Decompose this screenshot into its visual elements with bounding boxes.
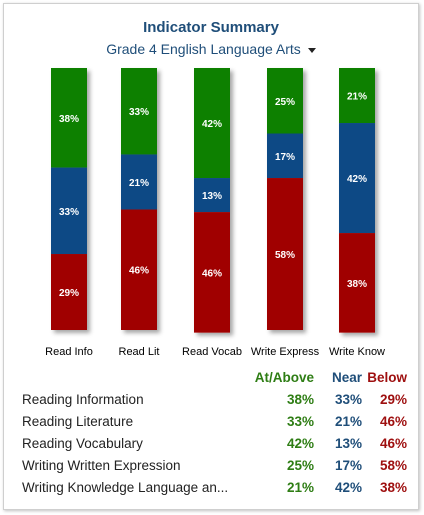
subject-dropdown[interactable]: Grade 4 English Language Arts: [4, 41, 418, 57]
data-label: 21%: [347, 92, 367, 103]
bar-segment-near[interactable]: [194, 178, 230, 213]
bar-segment-below[interactable]: [194, 212, 230, 333]
row-below: 38%: [379, 479, 407, 495]
bar-segment-at-above[interactable]: [194, 68, 230, 179]
table-header-row: At/Above Near Below: [22, 366, 407, 388]
row-below: 58%: [379, 457, 407, 473]
row-near: 13%: [334, 435, 362, 451]
row-name: Reading Information: [22, 391, 144, 407]
data-label: 58%: [275, 250, 295, 261]
bar-group[interactable]: [339, 68, 375, 333]
data-label: 46%: [129, 266, 149, 277]
data-label: 46%: [202, 268, 222, 279]
table-row: Writing Knowledge Language an... 21% 42%…: [22, 476, 407, 498]
category-label: Read Vocab: [182, 346, 242, 358]
bar-segment-at-above[interactable]: [339, 68, 375, 124]
bar-segment-at-above[interactable]: [267, 68, 303, 134]
data-label: 33%: [59, 207, 79, 218]
header-at-above: At/Above: [254, 369, 314, 385]
subject-dropdown-label: Grade 4 English Language Arts: [106, 41, 301, 57]
row-at-above: 21%: [286, 479, 314, 495]
row-below: 46%: [379, 413, 407, 429]
row-at-above: 25%: [286, 457, 314, 473]
bar-segment-at-above[interactable]: [51, 68, 87, 168]
bar-group[interactable]: [194, 68, 230, 333]
summary-table: At/Above Near Below Reading Information …: [22, 366, 407, 498]
bar-group[interactable]: [51, 68, 87, 330]
stacked-bar-chart: 38% 33% 29% Read Info 33% 21% 46% Read Lit 42% 13…: [45, 68, 385, 358]
data-label: 33%: [129, 107, 149, 118]
bar-segment-at-above[interactable]: [121, 68, 157, 155]
bar-segment-near[interactable]: [121, 154, 157, 210]
data-label: 17%: [275, 152, 295, 163]
indicator-summary-card: Indicator Summary Grade 4 English Langua…: [3, 3, 419, 510]
data-label: 25%: [275, 97, 295, 108]
row-at-above: 38%: [286, 391, 314, 407]
table-row: Reading Literature 33% 21% 46%: [22, 410, 407, 432]
bar-segment-near[interactable]: [267, 133, 303, 179]
card-title: Indicator Summary: [143, 19, 279, 36]
bar-segment-below[interactable]: [51, 254, 87, 330]
table-row: Reading Information 38% 33% 29%: [22, 388, 407, 410]
row-below: 46%: [379, 435, 407, 451]
bar-group[interactable]: [121, 68, 157, 330]
header-spacer: [22, 366, 254, 388]
bar-segment-near[interactable]: [339, 123, 375, 234]
category-label: Write Express: [251, 346, 320, 358]
data-label: 38%: [59, 114, 79, 125]
bar-segment-near[interactable]: [51, 167, 87, 255]
row-name: Writing Written Expression: [22, 457, 181, 473]
category-label: Write Know: [329, 346, 385, 358]
chevron-down-icon: [307, 47, 316, 53]
data-label: 13%: [202, 191, 222, 202]
row-near: 17%: [334, 457, 362, 473]
bar-segment-below[interactable]: [121, 209, 157, 330]
row-near: 33%: [334, 391, 362, 407]
bar-segment-below[interactable]: [339, 233, 375, 333]
row-name: Reading Literature: [22, 413, 134, 429]
data-label: 21%: [129, 178, 149, 189]
header-below: Below: [367, 369, 407, 385]
row-near: 21%: [334, 413, 362, 429]
row-at-above: 42%: [286, 435, 314, 451]
row-name: Reading Vocabulary: [22, 435, 143, 451]
category-label: Read Info: [45, 346, 93, 358]
bar-group[interactable]: [267, 68, 303, 330]
row-name: Writing Knowledge Language an...: [22, 479, 229, 495]
data-label: 38%: [347, 279, 367, 290]
bar-segment-below[interactable]: [267, 178, 303, 330]
row-near: 42%: [334, 479, 362, 495]
data-label: 29%: [59, 288, 79, 299]
data-label: 42%: [202, 119, 222, 130]
table-row: Reading Vocabulary 42% 13% 46%: [22, 432, 407, 454]
row-at-above: 33%: [286, 413, 314, 429]
header-near: Near: [331, 369, 362, 385]
row-below: 29%: [379, 391, 407, 407]
category-label: Read Lit: [119, 346, 160, 358]
table-row: Writing Written Expression 25% 17% 58%: [22, 454, 407, 476]
data-label: 42%: [347, 174, 367, 185]
